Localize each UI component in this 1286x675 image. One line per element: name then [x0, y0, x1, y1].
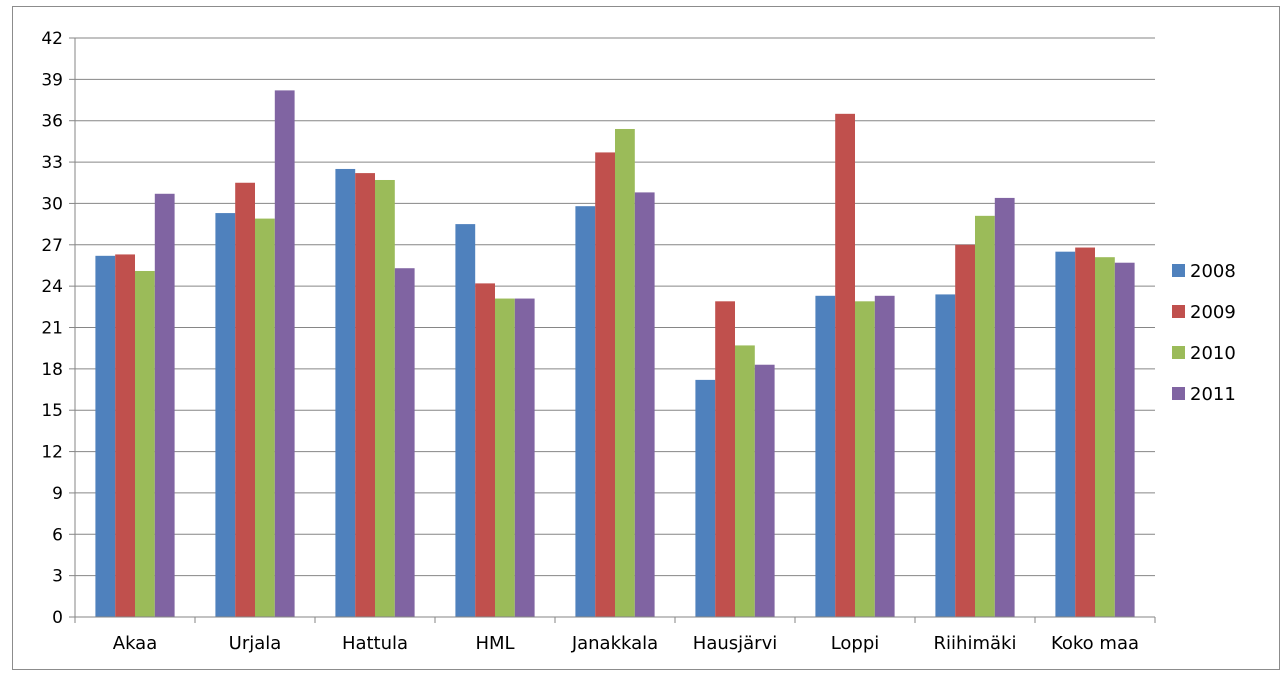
y-tick-label: 42	[41, 29, 63, 49]
x-category-label: Urjala	[229, 633, 282, 654]
legend-swatch-2008	[1172, 264, 1185, 277]
x-category-label: Hausjärvi	[693, 633, 777, 654]
bar-2009-Riihimäki	[955, 244, 975, 618]
legend-label-2009: 2009	[1190, 302, 1236, 323]
bar-2009-Urjala	[235, 182, 255, 617]
bar-2008-Koko maa	[1055, 251, 1076, 617]
legend-label-2011: 2011	[1190, 384, 1236, 405]
legend-swatch-2011	[1172, 387, 1185, 400]
bar-2011-Urjala	[274, 90, 295, 617]
bars	[95, 90, 1135, 618]
bar-2010-Hattula	[375, 179, 395, 617]
bar-2009-HML	[475, 283, 495, 617]
x-category-label: Loppi	[831, 633, 880, 654]
y-tick-label: 9	[52, 484, 63, 504]
y-tick-label: 0	[52, 608, 63, 628]
bar-2010-Hausjärvi	[735, 345, 755, 617]
bar-2011-Hausjärvi	[754, 364, 775, 617]
bar-2010-Janakkala	[615, 128, 635, 617]
bar-2010-Koko maa	[1095, 257, 1115, 617]
bar-2009-Akaa	[115, 254, 135, 617]
y-tick-label: 30	[41, 194, 63, 214]
bar-2008-Janakkala	[575, 206, 596, 617]
bar-2011-Hattula	[394, 268, 415, 617]
bar-2009-Koko maa	[1075, 247, 1095, 618]
bar-2008-Urjala	[215, 213, 236, 618]
bar-2009-Hattula	[355, 173, 375, 617]
bar-2010-Loppi	[855, 301, 875, 617]
legend: 2008 2009 2010 2011	[1172, 261, 1236, 405]
bar-2008-Riihimäki	[935, 294, 956, 617]
bar-2010-Riihimäki	[975, 215, 995, 618]
y-tick-label: 3	[52, 567, 63, 587]
y-tick-label: 27	[41, 236, 63, 256]
bar-2011-HML	[514, 298, 535, 617]
y-tick-label: 6	[52, 525, 63, 545]
bar-2010-HML	[495, 298, 515, 617]
bar-2009-Janakkala	[595, 152, 615, 617]
bar-2011-Loppi	[874, 295, 895, 617]
bar-2008-Loppi	[815, 295, 836, 617]
bar-2009-Loppi	[835, 113, 855, 618]
y-tick-label: 36	[41, 112, 63, 132]
bar-2010-Urjala	[255, 218, 275, 618]
bar-2008-HML	[455, 224, 476, 617]
bar-2011-Janakkala	[634, 192, 655, 617]
bar-2011-Koko maa	[1114, 262, 1135, 617]
bar-2010-Akaa	[135, 270, 155, 617]
bar-2011-Akaa	[154, 193, 175, 617]
x-category-label: Riihimäki	[934, 633, 1017, 654]
y-tick-label: 15	[41, 401, 63, 421]
legend-label-2008: 2008	[1190, 261, 1236, 282]
x-category-label: Akaa	[113, 633, 157, 654]
bar-2008-Hausjärvi	[695, 379, 716, 617]
y-tick-label: 18	[41, 360, 63, 380]
bar-2008-Akaa	[95, 255, 116, 618]
x-category-label: Janakkala	[571, 633, 658, 654]
y-tick-label: 33	[41, 153, 63, 173]
bar-2008-Hattula	[335, 168, 356, 617]
legend-label-2010: 2010	[1190, 343, 1236, 364]
x-axis-labels: Akaa Urjala Hattula HML Janakkala Hausjärvi Lo…	[113, 633, 1139, 654]
y-tick-label: 39	[41, 70, 63, 90]
y-tick-label: 12	[41, 443, 63, 463]
x-category-label: Hattula	[342, 633, 408, 654]
x-category-label: Koko maa	[1051, 633, 1139, 654]
bar-2009-Hausjärvi	[715, 301, 735, 617]
x-category-label: HML	[475, 633, 514, 654]
legend-swatch-2009	[1172, 305, 1185, 318]
y-tick-label: 24	[41, 277, 63, 297]
y-tick-label: 21	[41, 319, 63, 339]
legend-swatch-2010	[1172, 346, 1185, 359]
bar-2011-Riihimäki	[994, 197, 1015, 617]
